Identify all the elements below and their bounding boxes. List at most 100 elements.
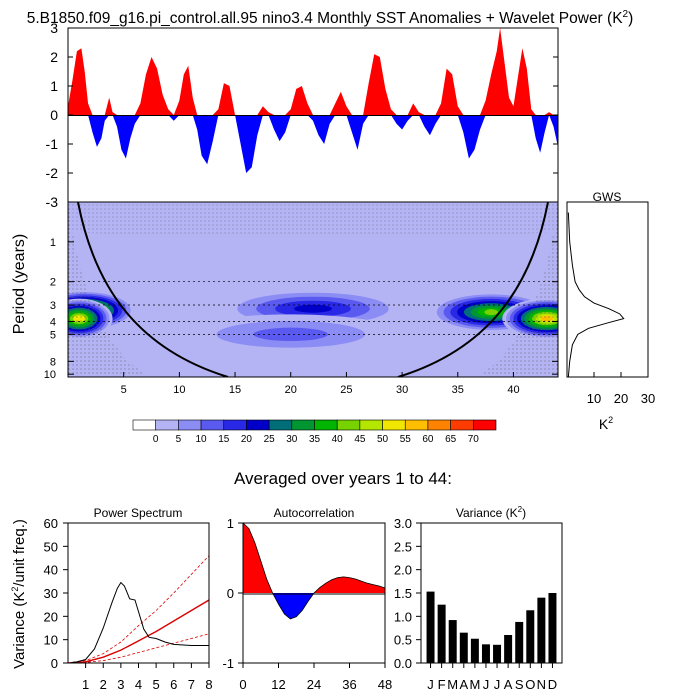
figure-title: 5.B1850.f09_g16.pi_control.all.95 nino3.… — [27, 9, 634, 27]
colorbar-label: 20 — [241, 434, 253, 445]
cone-of-influence-stipple — [68, 202, 558, 377]
ytick-label: 4 — [50, 317, 56, 329]
ytick-label: 0.0 — [394, 656, 412, 671]
power-spectrum-title: Power Spectrum — [94, 506, 183, 520]
xtick-label: 15 — [229, 384, 241, 396]
xtick-label: 30 — [641, 391, 655, 406]
ytick-label: 20 — [44, 609, 58, 624]
ytick-label: 1 — [50, 78, 58, 94]
power-spectrum-ylabel: Variance (K2/unit freq.) — [10, 519, 28, 669]
xtick-label: 10 — [173, 384, 185, 396]
ytick-label: 10 — [44, 633, 58, 648]
ytick-label: 1.0 — [394, 609, 412, 624]
colorbar-swatch — [336, 419, 361, 431]
confidence-upper-line — [68, 555, 209, 663]
wavelet-power-contour — [484, 309, 498, 316]
wavelet-ylabel: Period (years) — [11, 234, 28, 334]
ytick-label: 40 — [44, 563, 58, 578]
colorbar-swatch — [314, 419, 338, 431]
anomaly-negative-area — [68, 115, 558, 173]
variance-bar — [526, 610, 535, 663]
colorbar-swatch — [291, 419, 315, 431]
colorbar-label: 45 — [354, 434, 366, 445]
month-label: F — [438, 677, 446, 692]
xtick-label: 10 — [587, 391, 601, 406]
autocorrelation-panel: Autocorrelation 1 0 -1 0 12 24 36 48 — [222, 506, 392, 692]
colorbar: 0 5 10 15 20 25 30 35 40 45 50 55 60 65 70 — [132, 419, 497, 445]
ytick-label: 60 — [44, 516, 58, 531]
ytick-label: 0 — [227, 586, 234, 601]
ytick-label: 0 — [50, 107, 58, 123]
variance-bar — [481, 644, 490, 663]
ytick-label: 50 — [44, 539, 58, 554]
variance-bar — [504, 635, 513, 663]
month-label: D — [548, 677, 557, 692]
xtick-label: 25 — [340, 384, 352, 396]
xtick-label: 20 — [285, 384, 297, 396]
gws-panel: GWS 10 20 30 K2 — [566, 190, 655, 432]
variance-bar — [448, 620, 457, 663]
variance-bar — [548, 593, 557, 663]
xtick-label: 12 — [271, 677, 285, 692]
colorbar-label: 60 — [422, 434, 434, 445]
xtick-label: 36 — [342, 677, 356, 692]
ytick-label: 2 — [50, 277, 56, 289]
colorbar-label: 30 — [286, 434, 298, 445]
colorbar-swatch — [404, 419, 429, 431]
month-label: O — [525, 677, 535, 692]
ytick-label: 0 — [51, 656, 58, 671]
xtick-label: 35 — [452, 384, 464, 396]
autocorrelation-positive-area — [243, 523, 385, 593]
ytick-label: -3 — [46, 194, 59, 210]
ytick-label: 2.0 — [394, 563, 412, 578]
xtick-label: 8 — [205, 677, 212, 692]
xtick-label: 3 — [117, 677, 124, 692]
month-label: M — [469, 677, 480, 692]
autocorrelation-line — [243, 523, 385, 620]
xtick-label: 20 — [614, 391, 628, 406]
anomaly-positive-area — [68, 28, 558, 115]
colorbar-label: 65 — [445, 434, 457, 445]
gws-xlabel: K2 — [599, 415, 613, 432]
autocorrelation-title: Autocorrelation — [274, 506, 355, 520]
colorbar-label: 50 — [377, 434, 389, 445]
wavelet-power-contour — [253, 327, 328, 342]
variance-title: Variance (K2) — [456, 505, 526, 520]
xtick-label: 0 — [239, 677, 246, 692]
ytick-label: -1 — [222, 656, 234, 671]
xtick-label: 40 — [507, 384, 519, 396]
ytick-label: 2 — [50, 49, 58, 65]
xtick-label: 5 — [153, 677, 160, 692]
colorbar-swatch — [268, 419, 293, 431]
colorbar-swatch — [155, 419, 179, 431]
variance-bar — [515, 621, 524, 663]
xtick-label: 6 — [170, 677, 177, 692]
colorbar-swatch — [246, 419, 270, 431]
ytick-label: 1 — [227, 516, 234, 531]
colorbar-swatch — [450, 419, 474, 431]
variance-bar — [537, 597, 546, 663]
colorbar-swatch — [223, 419, 247, 431]
stipple-upper-band — [68, 202, 558, 237]
month-label: A — [459, 677, 468, 692]
power-spectrum-line — [71, 581, 209, 663]
variance-bar — [459, 632, 468, 663]
colorbar-swatch — [427, 419, 451, 431]
colorbar-label: 40 — [332, 434, 344, 445]
confidence-lower-line — [68, 633, 209, 663]
xtick-label: 5 — [121, 384, 127, 396]
colorbar-swatch — [382, 419, 406, 431]
colorbar-label: 10 — [196, 434, 208, 445]
ytick-label: 3 — [50, 300, 56, 312]
month-label: J — [483, 677, 490, 692]
ytick-label: 30 — [44, 586, 58, 601]
gws-curve — [567, 212, 625, 377]
gws-frame — [566, 201, 649, 378]
ytick-label: 3 — [50, 20, 58, 36]
month-label: J — [494, 677, 501, 692]
ytick-label: 0.5 — [394, 633, 412, 648]
colorbar-swatch — [473, 419, 497, 431]
ytick-label: 10 — [44, 369, 56, 381]
